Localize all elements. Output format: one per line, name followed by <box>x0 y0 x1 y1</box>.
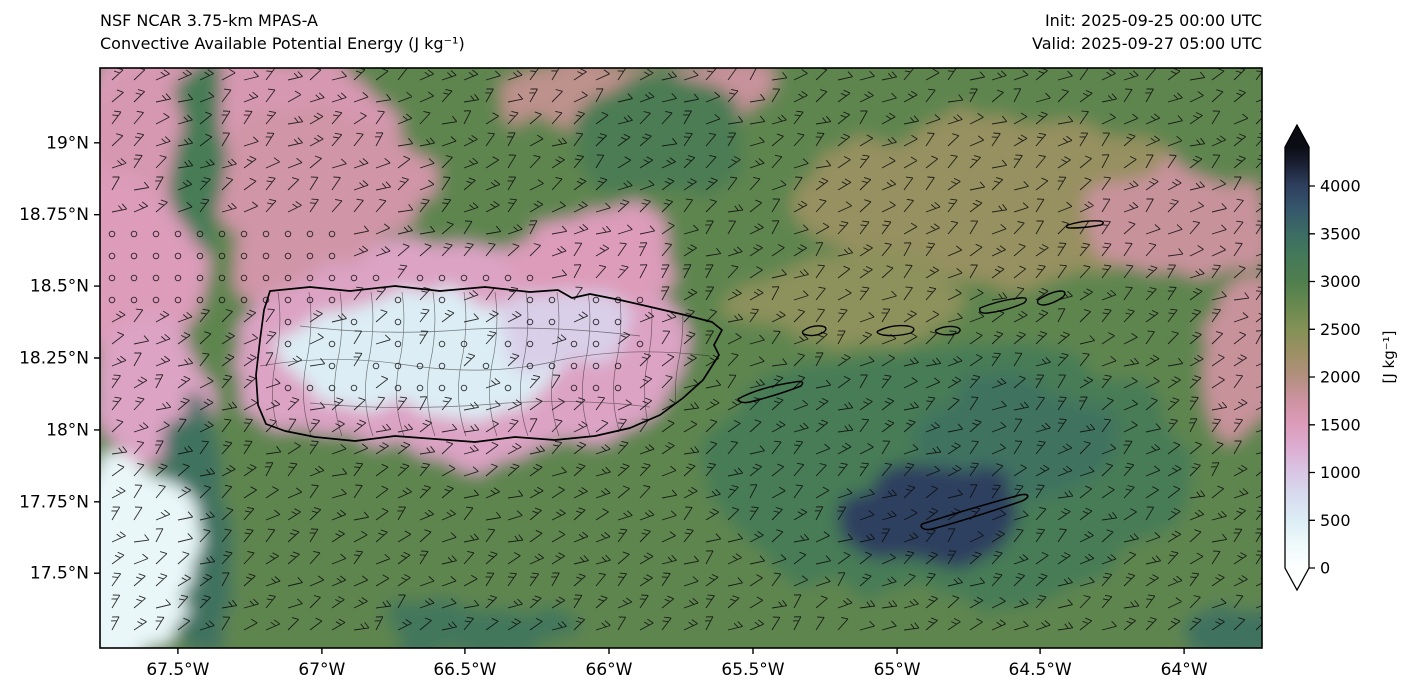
colorbar-unit-label: [J kg⁻¹] <box>1380 330 1398 383</box>
colorbar: 0 500 1000 1500 2000 2500 3000 3500 4000 [J kg⁻¹] <box>1284 123 1398 592</box>
init-time: Init: 2025-09-25 00:00 UTC <box>1044 11 1262 30</box>
x-tick-label: 67.5°W <box>146 660 209 680</box>
coastline-st-croix <box>920 493 1029 531</box>
colorbar-tick-label: 1000 <box>1320 463 1361 482</box>
coastline-virgin-gorda <box>1036 290 1066 306</box>
coastline-tortola <box>978 297 1027 314</box>
y-tick-label: 17.75°N <box>19 492 89 512</box>
colorbar-tick-label: 1500 <box>1320 415 1361 434</box>
valid-time: Valid: 2025-09-27 05:00 UTC <box>1031 34 1262 53</box>
coastline-anegada <box>1065 220 1104 229</box>
cape-field <box>100 68 1262 648</box>
y-tick-label: 19°N <box>46 133 89 153</box>
colorbar-tick-label: 2500 <box>1320 320 1361 339</box>
y-tick-label: 18.25°N <box>19 349 89 369</box>
x-tick-label: 64°W <box>1161 660 1208 680</box>
colorbar-tick-label: 2000 <box>1320 368 1361 387</box>
y-tick-label: 18.75°N <box>19 205 89 225</box>
product-title: Convective Available Potential Energy (J… <box>100 34 465 53</box>
run-time-block: Init: 2025-09-25 00:00 UTC Valid: 2025-0… <box>1032 9 1262 55</box>
x-tick-label: 67°W <box>298 660 345 680</box>
coastline-puerto-rico <box>255 285 723 443</box>
colorbar-ticks <box>1309 185 1315 569</box>
axis-ticks <box>94 142 1185 654</box>
y-tick-label: 17.5°N <box>30 564 89 584</box>
x-tick-label: 64.5°W <box>1009 660 1072 680</box>
y-tick-label: 18°N <box>46 420 89 440</box>
calm-wind-circles <box>108 230 644 392</box>
coastline-st-john <box>934 325 961 336</box>
figure-title-block: NSF NCAR 3.75-km MPAS-A Convective Avail… <box>100 9 465 55</box>
wind-barbs <box>110 68 1262 631</box>
model-name: NSF NCAR 3.75-km MPAS-A <box>100 11 318 30</box>
x-tick-label: 65°W <box>874 660 921 680</box>
coastline-culebra <box>801 325 827 337</box>
colorbar-tick-label: 3500 <box>1320 224 1361 243</box>
x-tick-label: 66°W <box>586 660 633 680</box>
colorbar-tick-label: 3000 <box>1320 272 1361 291</box>
x-tick-label: 65.5°W <box>721 660 784 680</box>
colorbar-tick-label: 4000 <box>1320 177 1361 196</box>
municipal-boundaries <box>259 291 711 437</box>
colorbar-tick-label: 500 <box>1320 511 1351 530</box>
coastline-vieques <box>737 380 804 404</box>
y-tick-label: 18.5°N <box>30 277 89 297</box>
coastline-st-thomas <box>876 324 915 337</box>
colorbar-tick-label: 0 <box>1320 559 1330 578</box>
x-tick-label: 66.5°W <box>433 660 496 680</box>
